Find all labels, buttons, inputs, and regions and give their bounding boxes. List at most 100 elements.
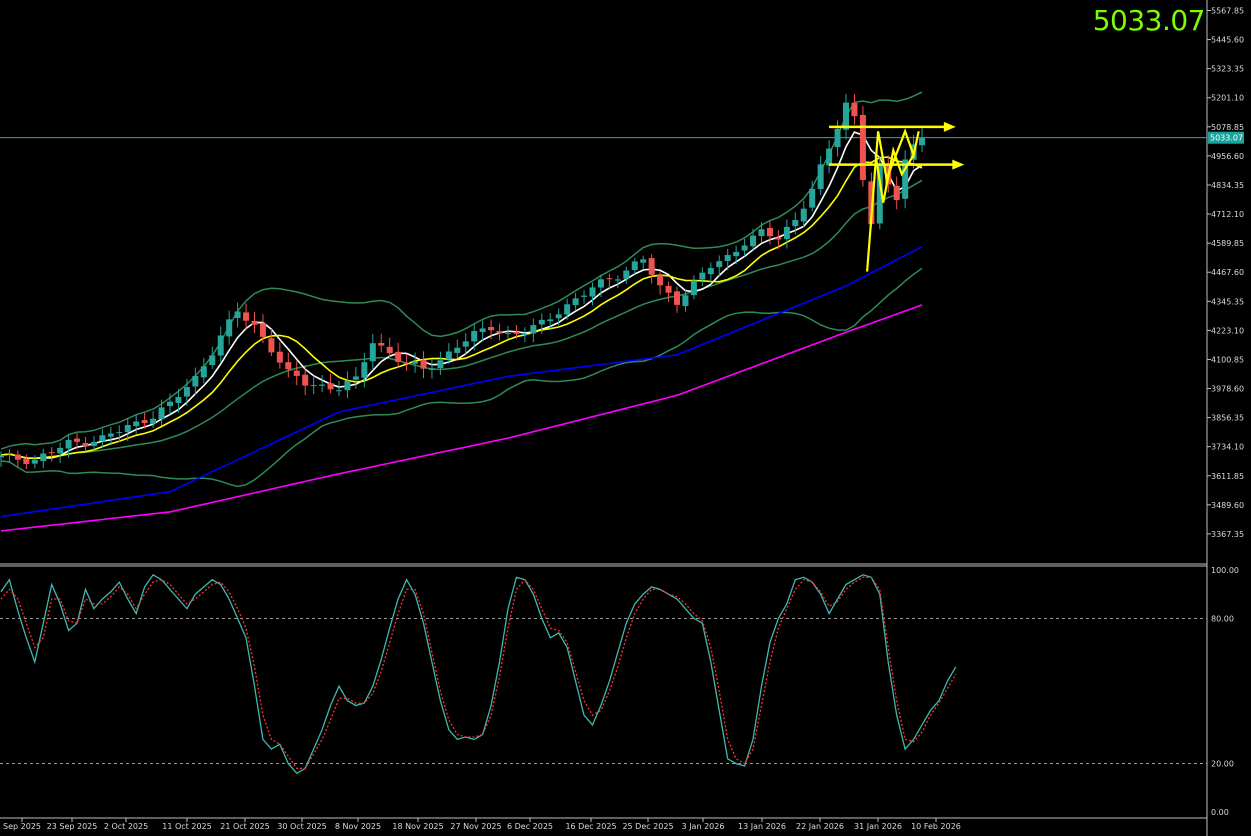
candle-body xyxy=(462,341,469,347)
candle-body xyxy=(538,319,545,325)
candle-body xyxy=(716,261,723,268)
price-tick-label: 4467.60 xyxy=(1211,268,1244,277)
time-tick-label: 13 Jan 2026 xyxy=(738,822,786,831)
ma-line-3 xyxy=(0,156,923,460)
oscillator-line-0 xyxy=(0,573,957,775)
candle-body xyxy=(234,311,241,318)
candle-body xyxy=(243,312,250,321)
price-tick-label: 5323.35 xyxy=(1211,65,1244,74)
candle-body xyxy=(386,346,393,354)
candle-body xyxy=(0,455,4,458)
candle-body xyxy=(919,137,926,146)
price-tick-label: 5078.85 xyxy=(1211,123,1244,132)
candle-body xyxy=(682,295,689,307)
candle-body xyxy=(259,323,266,337)
candle-body xyxy=(843,102,849,130)
candle-body xyxy=(496,331,503,334)
oscillator-line-1 xyxy=(0,576,957,770)
candle-body xyxy=(395,351,402,362)
candle-body xyxy=(555,314,562,319)
candle-body xyxy=(741,245,748,251)
candle-body xyxy=(648,258,655,275)
candle-body xyxy=(403,362,410,364)
candle-body xyxy=(141,420,148,424)
annotations xyxy=(829,121,965,272)
candle-body xyxy=(564,304,571,315)
candle-body xyxy=(547,319,554,322)
candle-body xyxy=(158,407,165,420)
candle-body xyxy=(175,397,182,403)
candle-body xyxy=(412,361,419,364)
candle-body xyxy=(766,227,773,237)
time-tick-label: 21 Oct 2025 xyxy=(220,822,269,831)
candle-body xyxy=(192,375,199,387)
candle-body xyxy=(479,328,486,333)
candle-body xyxy=(851,102,858,117)
candle-body xyxy=(327,383,334,390)
candle-body xyxy=(614,279,621,281)
time-tick-label: 18 Nov 2025 xyxy=(392,822,443,831)
candle-body xyxy=(674,291,680,305)
candle-body xyxy=(352,376,359,380)
current-price-tag-label: 5033.07 xyxy=(1210,134,1243,143)
price-tick-label: 4100.85 xyxy=(1211,355,1244,364)
bollinger-lower-line xyxy=(0,267,923,488)
price-tick-label: 3978.60 xyxy=(1211,385,1244,394)
candle-body xyxy=(783,226,790,240)
candle-body xyxy=(733,251,740,257)
price-tick-label: 3611.85 xyxy=(1211,472,1244,481)
candle-body xyxy=(319,384,326,386)
time-tick-label: 8 Nov 2025 xyxy=(335,822,381,831)
price-tick-label: 4345.35 xyxy=(1211,297,1244,306)
price-tick-label: 5201.10 xyxy=(1211,94,1244,103)
osc-tick-label: 80.00 xyxy=(1211,614,1234,623)
time-tick-label: 27 Nov 2025 xyxy=(450,822,501,831)
candle-body xyxy=(902,159,909,199)
candle-body xyxy=(471,331,478,342)
price-tick-label: 3367.35 xyxy=(1211,530,1244,539)
candle-body xyxy=(6,453,13,455)
time-tick-label: 10 Feb 2026 xyxy=(911,822,961,831)
candle-body xyxy=(657,275,664,286)
price-tick-label: 4712.10 xyxy=(1211,210,1244,219)
candle-body xyxy=(133,421,140,427)
time-tick-label: 22 Jan 2026 xyxy=(796,822,844,831)
candle-body xyxy=(302,374,309,386)
candle-body xyxy=(116,432,123,434)
candle-body xyxy=(268,338,275,353)
candle-body xyxy=(293,370,300,376)
osc-tick-label: 20.00 xyxy=(1211,760,1234,769)
candle-body xyxy=(834,128,841,148)
candle-body xyxy=(276,351,283,363)
candle-body xyxy=(183,387,190,397)
time-tick-label: 30 Oct 2025 xyxy=(277,822,326,831)
candle-body xyxy=(521,334,528,336)
price-tick-label: 4223.10 xyxy=(1211,326,1244,335)
candle-body xyxy=(217,335,224,356)
candle-body xyxy=(758,229,765,237)
time-tick-label: 31 Jan 2026 xyxy=(854,822,902,831)
candle-body xyxy=(826,148,833,166)
osc-tick-label: 100.00 xyxy=(1211,566,1239,575)
candle-body xyxy=(572,298,579,306)
candle-body xyxy=(428,368,435,370)
candle-body xyxy=(336,390,342,392)
candle-body xyxy=(640,259,647,263)
candle-body xyxy=(750,235,757,247)
candle-body xyxy=(82,443,89,447)
candle-body xyxy=(420,359,427,369)
candle-body xyxy=(65,439,72,449)
time-tick-label: 25 Dec 2025 xyxy=(622,822,673,831)
level-arrow-head xyxy=(952,159,965,170)
bollinger-upper-line xyxy=(0,91,923,450)
candle-body xyxy=(800,208,807,222)
candle-body xyxy=(209,355,216,366)
osc-tick-label: 0.00 xyxy=(1211,808,1229,817)
candle-body xyxy=(505,333,511,335)
candle-body xyxy=(150,418,157,424)
time-tick-label: 6 Dec 2025 xyxy=(507,822,553,831)
time-tick-label: Sep 2025 xyxy=(3,822,41,831)
candle-body xyxy=(488,327,495,331)
candle-body xyxy=(707,268,714,275)
candle-body xyxy=(23,458,30,464)
